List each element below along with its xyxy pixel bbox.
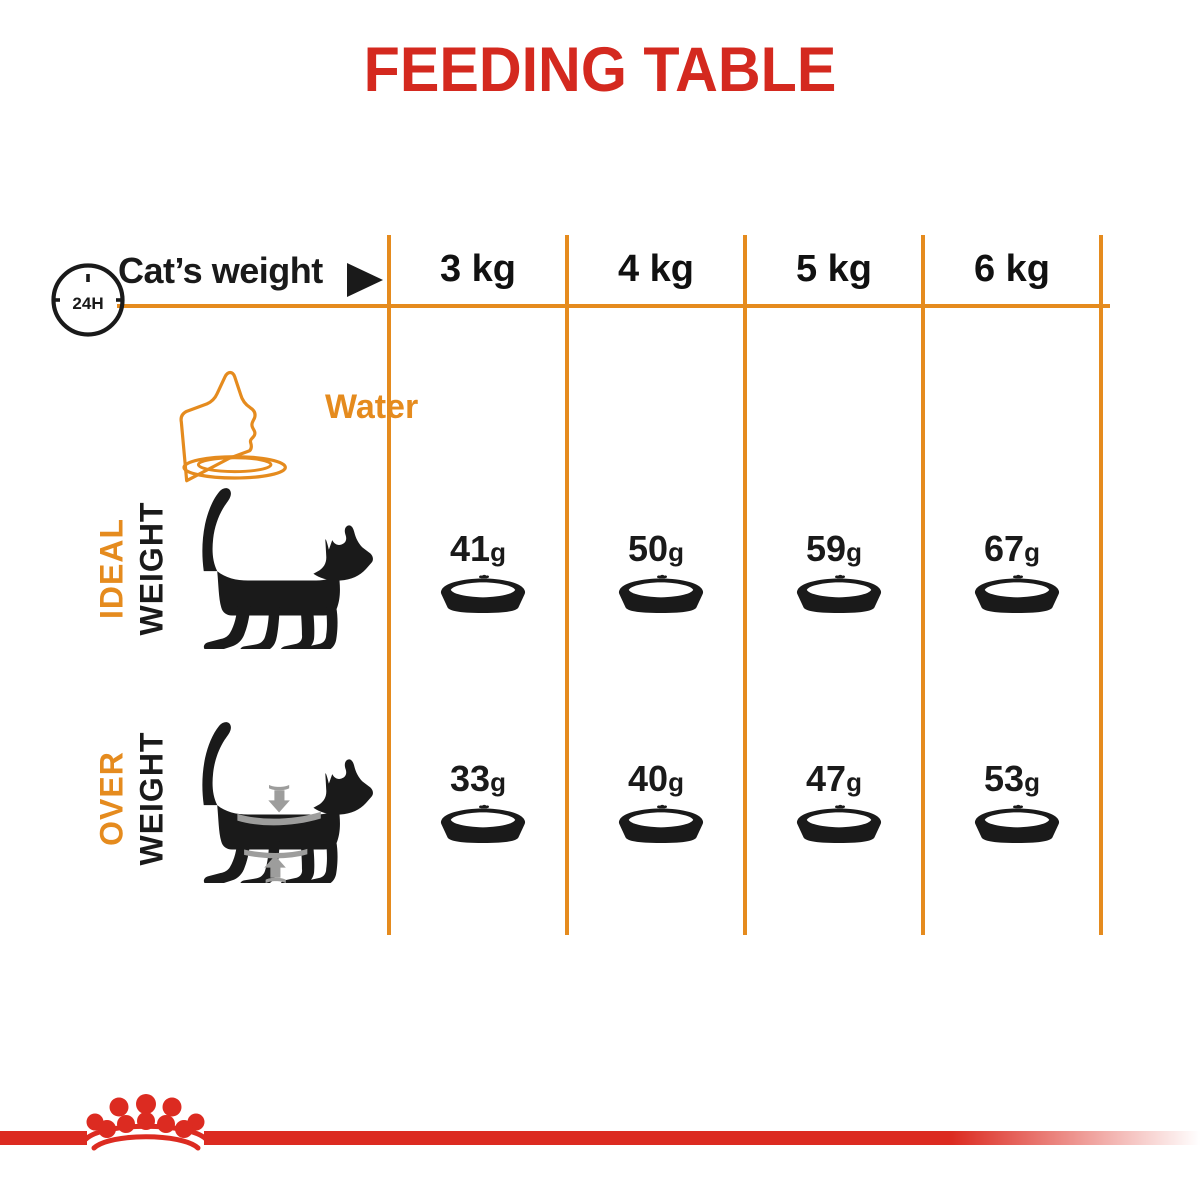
svg-text:24H: 24H — [72, 294, 103, 313]
